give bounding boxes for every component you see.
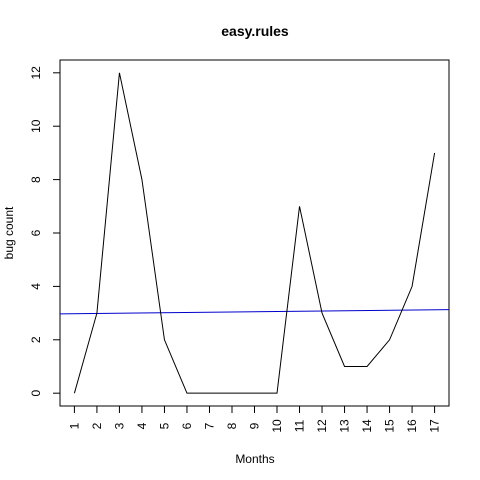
chart-title: easy.rules [221, 23, 289, 39]
x-tick-label: 5 [157, 422, 171, 429]
x-tick-label: 2 [90, 422, 104, 429]
x-tick-label: 7 [202, 422, 216, 429]
x-axis: 1 2 3 4 5 6 7 8 9 10 11 12 13 14 15 16 17 [67, 406, 442, 433]
y-axis: 0 2 4 6 8 10 12 [29, 66, 60, 397]
x-tick-label: 8 [225, 422, 239, 429]
x-tick-label: 4 [135, 422, 149, 429]
x-tick-label: 3 [112, 422, 126, 429]
series-layer [59, 72, 450, 394]
x-tick-label: 9 [248, 422, 262, 429]
series-line [73, 72, 436, 394]
y-axis-label: bug count [2, 206, 16, 259]
x-axis-label: Months [235, 452, 274, 466]
x-tick-label: 14 [360, 419, 374, 433]
x-tick-label: 17 [428, 419, 442, 433]
x-tick-label: 12 [315, 419, 329, 433]
x-tick-label: 11 [293, 419, 307, 432]
y-tick-label: 2 [29, 336, 43, 343]
y-tick-label: 12 [29, 66, 43, 80]
x-tick-label: 10 [270, 419, 284, 433]
trend-line [59, 309, 450, 315]
x-tick-label: 16 [405, 419, 419, 433]
y-tick-label: 4 [29, 283, 43, 290]
x-tick-label: 13 [338, 419, 352, 433]
y-tick-label: 0 [29, 390, 43, 397]
x-tick-label: 15 [383, 419, 397, 433]
y-tick-label: 10 [29, 119, 43, 133]
x-tick-label: 6 [180, 422, 194, 429]
x-tick-label: 1 [67, 422, 81, 429]
y-tick-label: 8 [29, 176, 43, 183]
y-tick-label: 6 [29, 229, 43, 236]
plot-frame [59, 59, 450, 407]
